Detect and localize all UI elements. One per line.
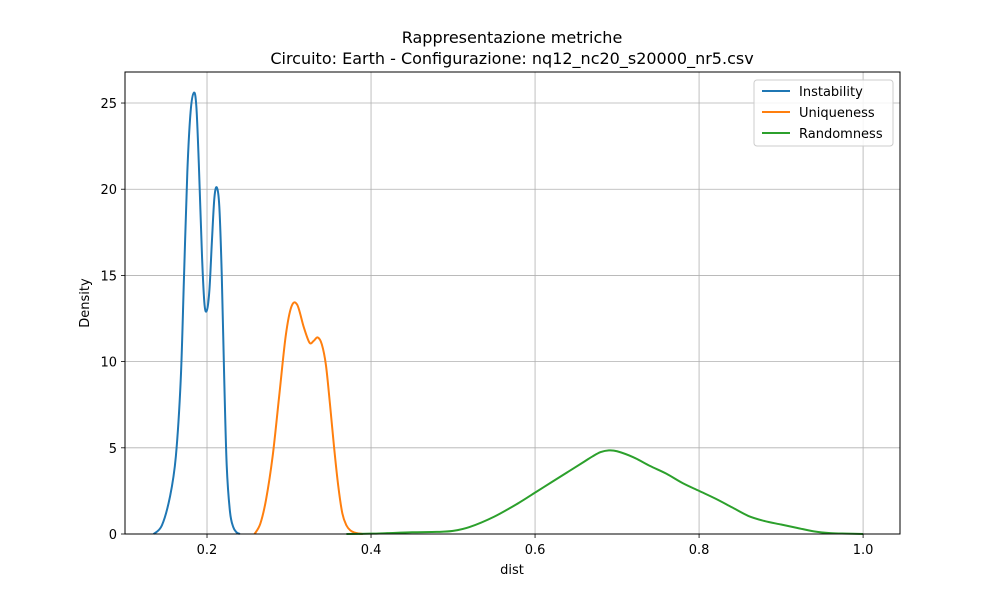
- x-axis-label: dist: [500, 563, 524, 578]
- y-tick-label: 10: [100, 356, 117, 371]
- axis-ticks: 0.2 0.4 0.6 0.8 1.0 0 5 10 15 20 25: [100, 97, 873, 558]
- plot-frame: [124, 71, 901, 535]
- legend-label-randomness: Randomness: [799, 127, 883, 142]
- x-tick-label: 0.8: [689, 543, 710, 558]
- series-line-instability: [152, 91, 241, 535]
- x-tick-label: 0.6: [525, 543, 546, 558]
- legend-label-instability: Instability: [799, 85, 863, 100]
- x-tick-label: 1.0: [853, 543, 874, 558]
- legend-label-uniqueness: Uniqueness: [799, 106, 875, 121]
- legend-box: [753, 79, 894, 147]
- y-tick-label: 25: [100, 97, 117, 112]
- x-tick-label: 0.4: [361, 543, 382, 558]
- y-tick-label: 0: [109, 528, 117, 543]
- y-axis-label: Density: [78, 278, 93, 328]
- legend: Instability Uniqueness Randomness: [753, 79, 894, 147]
- y-tick-label: 15: [100, 269, 117, 284]
- y-tick-label: 20: [100, 183, 117, 198]
- series-lines: [152, 91, 864, 535]
- chart-title-line2: Circuito: Earth - Configurazione: nq12_n…: [270, 49, 753, 69]
- x-tick-label: 0.2: [197, 543, 218, 558]
- series-line-randomness: [346, 449, 864, 535]
- chart-title-line1: Rappresentazione metriche: [402, 28, 623, 47]
- y-tick-label: 5: [109, 442, 117, 457]
- series-line-uniqueness: [253, 301, 363, 535]
